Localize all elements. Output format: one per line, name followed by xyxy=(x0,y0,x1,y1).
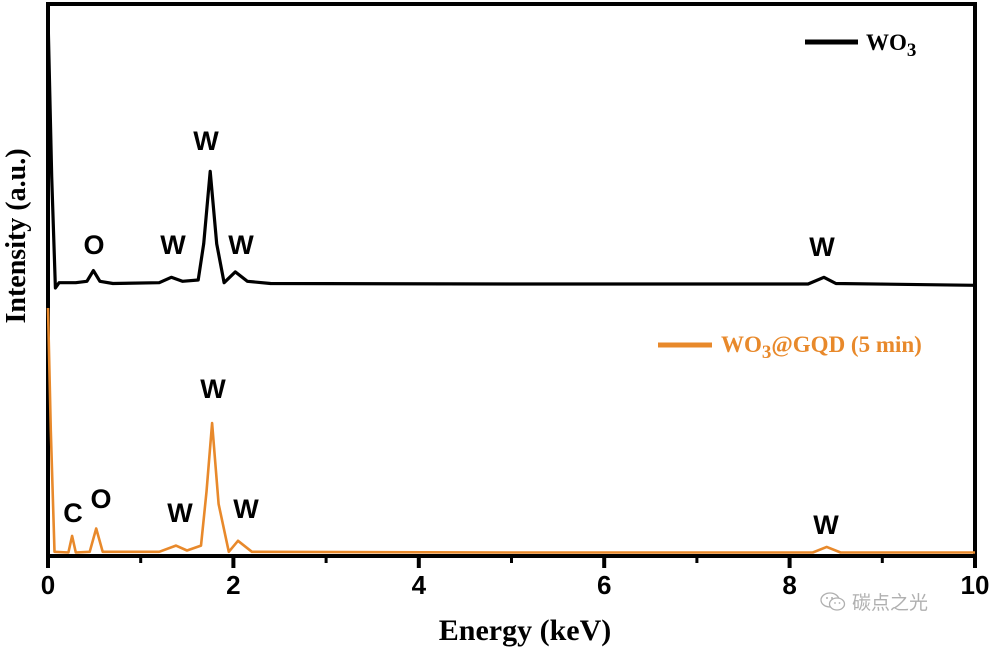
legend-item-wo3: WO3 xyxy=(805,30,916,61)
peak-label-gqd-c: C xyxy=(63,498,83,528)
x-tick-label: 10 xyxy=(961,570,990,600)
x-tick-label: 2 xyxy=(226,570,240,600)
x-tick-label: 8 xyxy=(782,570,796,600)
legend-item-gqd: WO3@GQD (5 min) xyxy=(658,332,922,363)
peak-label-gqd-w: W xyxy=(200,374,226,404)
wechat-icon xyxy=(820,591,846,611)
watermark-text: 碳点之光 xyxy=(852,592,929,614)
peak-label-wo3-w: W xyxy=(228,230,254,260)
series-wo3-line xyxy=(46,15,976,290)
peak-label-gqd-w: W xyxy=(233,494,259,524)
peak-label-wo3-w: W xyxy=(809,232,835,262)
x-axis-ticks: 0 2 4 6 8 10 xyxy=(41,556,990,600)
x-tick-label: 6 xyxy=(597,570,611,600)
peak-label-gqd-o: O xyxy=(90,484,111,514)
peak-label-wo3-w: W xyxy=(193,126,219,156)
series-layer xyxy=(46,15,976,554)
watermark: 碳点之光 xyxy=(820,588,928,615)
x-axis-title: Energy (keV) xyxy=(439,614,611,647)
peak-label-gqd-w: W xyxy=(813,510,839,540)
peak-label-wo3-o: O xyxy=(83,230,104,260)
peak-label-wo3-w: W xyxy=(160,230,186,260)
series-wo3-gqd-line xyxy=(46,307,975,554)
peak-label-gqd-w: W xyxy=(167,498,193,528)
x-tick-label: 0 xyxy=(41,570,55,600)
legend-label-wo3: WO3 xyxy=(866,30,916,61)
x-tick-label: 4 xyxy=(412,570,427,600)
y-axis-title: Intensity (a.u.) xyxy=(1,148,32,323)
legend-label-gqd: WO3@GQD (5 min) xyxy=(721,332,922,363)
